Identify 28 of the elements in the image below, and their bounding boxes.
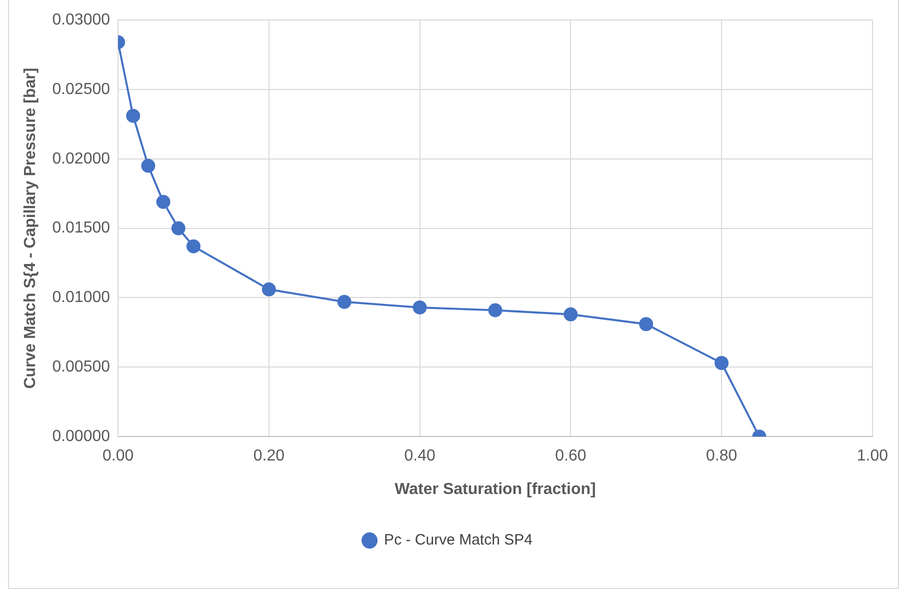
y-tick-label: 0.02000 bbox=[52, 150, 110, 168]
point bbox=[412, 300, 427, 314]
x-tick-label: 0.00 bbox=[102, 448, 134, 465]
y-tick-label: 0.01000 bbox=[52, 289, 110, 306]
legend-label: Pc - Curve Match SP4 bbox=[384, 532, 532, 549]
point bbox=[488, 303, 502, 318]
point bbox=[186, 239, 200, 254]
x-axis-title: Water Saturation [fraction] bbox=[394, 480, 596, 498]
x-tick-label: 0.40 bbox=[404, 448, 436, 465]
point bbox=[171, 221, 186, 236]
y-tick-label: 0.01500 bbox=[52, 220, 110, 237]
x-tick-label: 0.20 bbox=[253, 448, 285, 465]
x-tick-label: 0.60 bbox=[555, 448, 586, 465]
point bbox=[714, 356, 729, 370]
y-tick-label: 0.00000 bbox=[52, 428, 110, 446]
point bbox=[262, 282, 276, 296]
point bbox=[564, 307, 578, 322]
y-tick-label: 0.03000 bbox=[52, 11, 110, 28]
point bbox=[156, 194, 170, 209]
point bbox=[337, 294, 352, 309]
y-tick-label: 0.00500 bbox=[52, 358, 110, 376]
point bbox=[141, 158, 156, 173]
point bbox=[126, 108, 140, 123]
y-tick-label: 0.02500 bbox=[52, 80, 110, 98]
point bbox=[639, 317, 654, 332]
x-tick-label: 0.80 bbox=[706, 448, 738, 465]
x-tick-label: 1.00 bbox=[856, 448, 888, 465]
y-axis-title: Curve Match S{4 - Capillary Pressure [bar] bbox=[22, 68, 40, 389]
